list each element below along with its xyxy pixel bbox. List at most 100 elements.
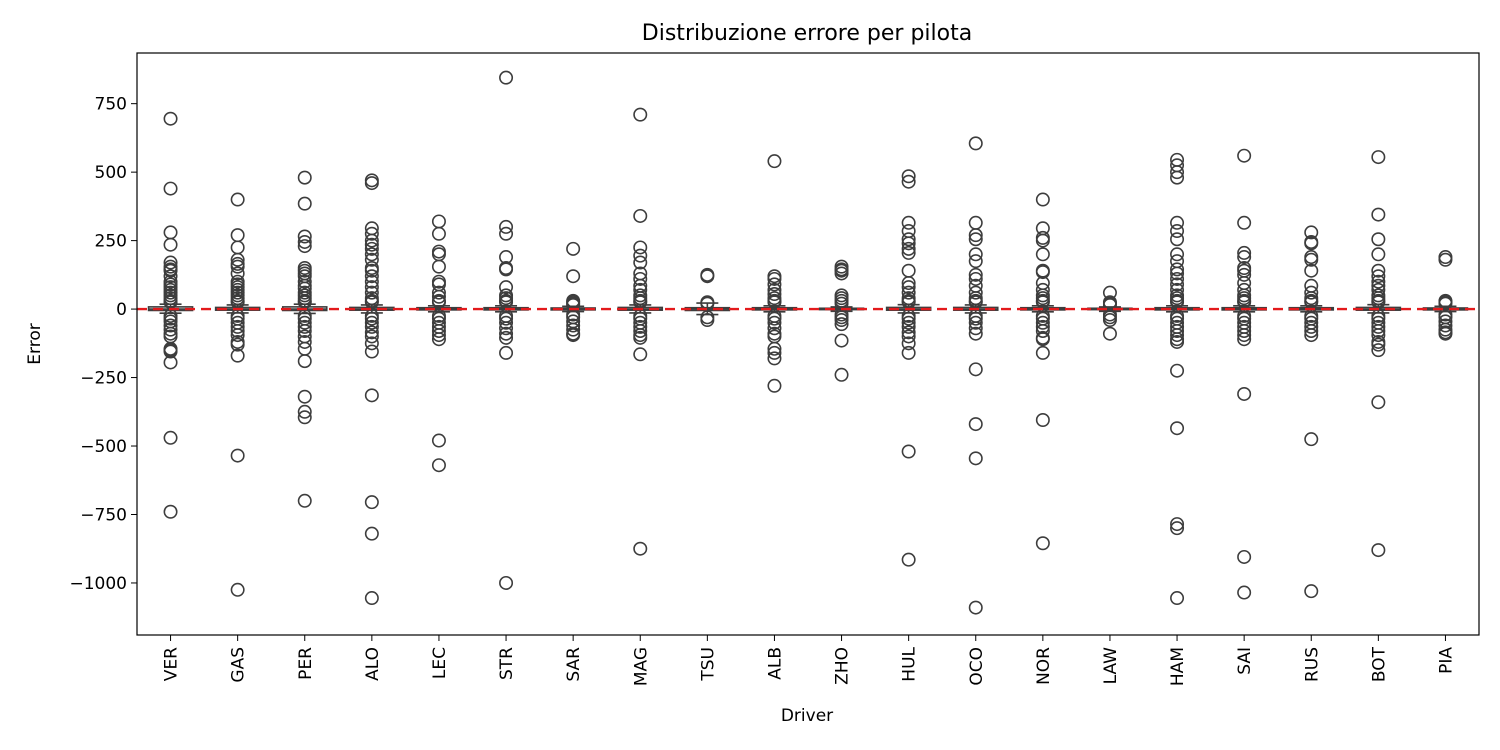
outlier-point [364,295,379,310]
outlier-point [901,444,916,459]
x-tick-label: HUL [900,646,920,681]
outlier-point [163,181,178,196]
outlier-point [633,541,648,556]
outlier-point [767,311,782,326]
x-tick-label: PIA [1436,647,1456,674]
outlier-point [1371,247,1386,262]
outlier-point [767,351,782,366]
outlier-point [297,493,312,508]
outlier-point [633,255,648,270]
outlier-point [901,285,916,300]
outlier-point [1035,323,1050,338]
outlier-point [230,252,245,267]
outlier-point [968,451,983,466]
outlier-point [1304,323,1319,338]
outlier-point [297,196,312,211]
outlier-point [364,526,379,541]
outlier-point [499,315,514,330]
outlier-point [767,154,782,169]
outlier-point [364,247,379,262]
outlier-point [767,329,782,344]
outlier-point [1170,591,1185,606]
x-tick-label: HAM [1168,647,1188,686]
outlier-point [364,325,379,340]
y-axis: 750 500 250 0 −250 −500 −750 −1000 [69,95,137,594]
box-group-gas [214,192,261,597]
x-tick-label: OCO [967,647,987,686]
outlier-point [431,332,446,347]
outlier-point [431,259,446,274]
outlier-point [633,107,648,122]
outlier-point [700,296,715,311]
outlier-point [431,214,446,229]
outlier-point [767,277,782,292]
outlier-point [364,280,379,295]
outlier-point [499,226,514,241]
outlier-point [1237,267,1252,282]
x-tick-label: TSU [698,647,718,682]
outlier-point [499,321,514,336]
outlier-point [1304,319,1319,334]
box-group-nor [1020,192,1066,551]
outlier-point [364,241,379,256]
outlier-point [499,345,514,360]
outlier-point [1170,262,1185,277]
box-group-lec [416,214,462,473]
outlier-point [1304,263,1319,278]
outlier-point [163,237,178,252]
box-group-zho [818,259,865,382]
outlier-point [431,285,446,300]
outlier-point [633,330,648,345]
outlier-point [230,240,245,255]
outlier-point [499,262,514,277]
x-tick-label: LAW [1101,647,1121,685]
y-tick-label: 0 [116,300,127,320]
box-group-hul [885,169,932,567]
outlier-point [901,325,916,340]
outlier-point [163,430,178,445]
outlier-point [230,328,245,343]
outlier-point [1438,252,1453,267]
outlier-point [767,341,782,356]
outlier-point [633,248,648,263]
outlier-point [700,313,715,328]
x-tick-label: ALB [765,647,785,680]
outlier-point [230,323,245,338]
outlier-point [1170,165,1185,180]
box-group-law [1087,285,1133,341]
outlier-point [1304,236,1319,251]
outlier-point [364,591,379,606]
x-tick-label: BOT [1369,646,1389,682]
outlier-point [499,330,514,345]
box-group-bot [1355,150,1402,558]
outlier-point [1102,310,1117,325]
outlier-point [767,378,782,393]
outlier-point [633,240,648,255]
outlier-point [901,336,916,351]
outlier-point [1371,395,1386,410]
outlier-point [1035,233,1050,248]
outlier-point [968,271,983,286]
x-tick-label: GAS [229,647,249,683]
outlier-point [1035,413,1050,428]
outlier-point [566,241,581,256]
outlier-point [1170,215,1185,230]
outlier-point [163,263,178,278]
outlier-point [1371,274,1386,289]
outlier-point [968,362,983,377]
outlier-point [1035,345,1050,360]
outlier-point [431,295,446,310]
outlier-point [364,329,379,344]
outlier-point [767,315,782,330]
outlier-point [1237,328,1252,343]
outlier-point [901,174,916,189]
outlier-point [901,345,916,360]
outlier-point [1170,170,1185,185]
outlier-point [364,252,379,267]
outlier-point [968,326,983,341]
outlier-point [1170,421,1185,436]
outlier-point [901,245,916,260]
outlier-point [1170,247,1185,262]
outlier-point [633,347,648,362]
x-tick-label: SAI [1235,647,1255,675]
